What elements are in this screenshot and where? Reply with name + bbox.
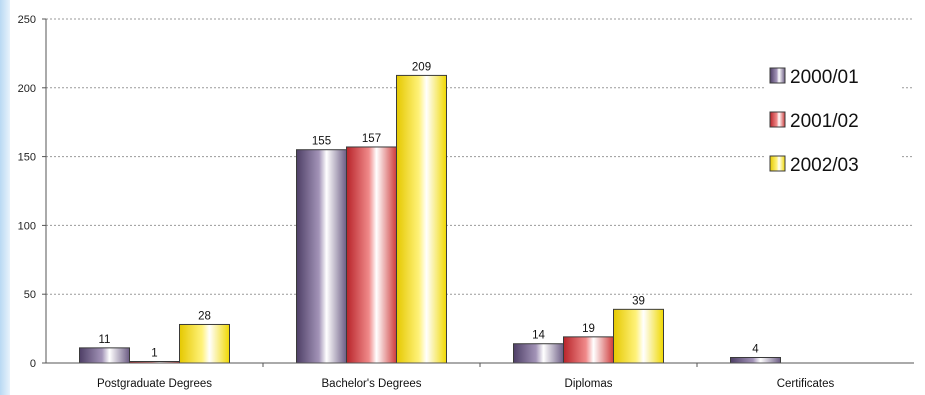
x-axis: Postgraduate Degrees Bachelor's Degrees Di… <box>46 362 914 390</box>
data-label: 209 <box>412 61 431 73</box>
bar-2000/01 <box>730 356 781 364</box>
bar-2000/01 <box>296 149 347 364</box>
data-label: 4 <box>752 343 759 355</box>
y-axis: 0 50 100 150 200 250 <box>18 14 47 370</box>
category-label: Bachelor's Degrees <box>322 378 422 390</box>
y-tick-label: 0 <box>30 358 36 370</box>
y-tick-label: 100 <box>18 220 36 232</box>
legend-swatch <box>769 111 786 128</box>
legend-background <box>764 58 902 186</box>
bars <box>79 74 781 364</box>
left-edge-strip <box>0 0 10 395</box>
bar-2000/01 <box>79 347 130 364</box>
legend-label: 2000/01 <box>790 67 859 88</box>
legend-label: 2001/02 <box>790 111 859 132</box>
grid-lines <box>46 18 914 295</box>
y-tick-label: 150 <box>18 152 36 164</box>
bar-2002/03 <box>396 74 447 364</box>
y-tick-label: 50 <box>24 289 36 301</box>
data-label: 39 <box>632 295 645 307</box>
bar-2000/01 <box>513 343 564 364</box>
bar-2001/02 <box>346 146 397 364</box>
category-label: Postgraduate Degrees <box>97 378 212 390</box>
data-label: 14 <box>532 330 545 342</box>
data-label: 28 <box>198 310 211 322</box>
data-label: 157 <box>362 133 381 145</box>
y-tick-label: 200 <box>18 83 36 95</box>
legend-swatch <box>769 155 786 172</box>
data-label: 155 <box>312 136 331 148</box>
bar-2002/03 <box>179 323 230 364</box>
legend-swatch <box>769 67 786 84</box>
y-tick-label: 250 <box>18 14 36 26</box>
bar-2002/03 <box>613 308 664 364</box>
data-label: 19 <box>582 323 595 335</box>
category-label: Diplomas <box>565 378 613 390</box>
legend: 2000/01 2001/02 2002/03 <box>764 58 902 186</box>
data-label: 11 <box>99 334 111 346</box>
data-label: 1 <box>151 348 157 360</box>
bar-2001/02 <box>563 336 614 364</box>
category-label: Certificates <box>777 378 835 390</box>
legend-label: 2002/03 <box>790 155 859 176</box>
